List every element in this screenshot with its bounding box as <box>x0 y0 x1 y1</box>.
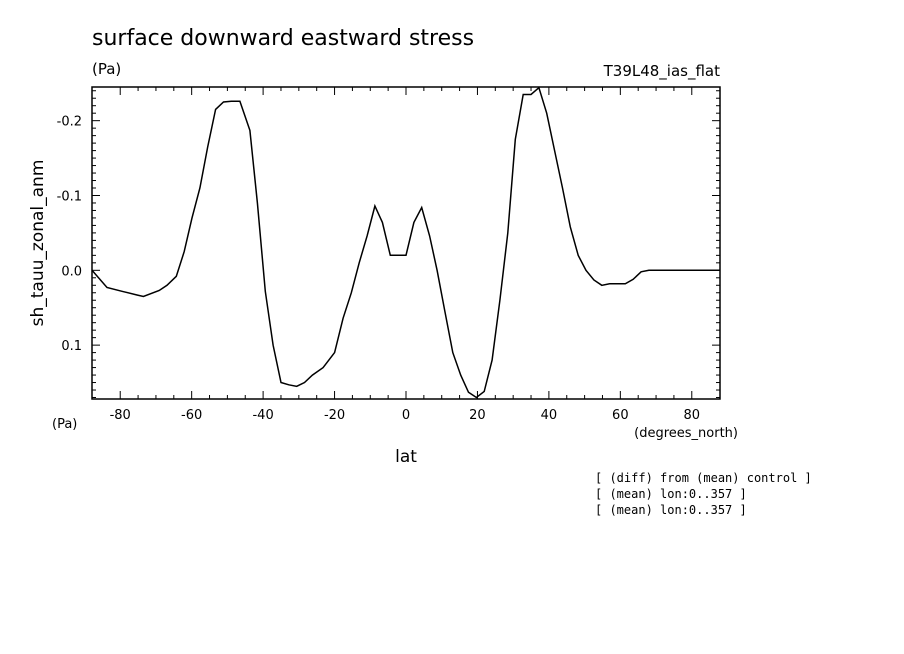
x-tick-label: -80 <box>110 408 131 423</box>
note-line: [ (mean) lon:0..357 ] <box>595 487 747 501</box>
y-axis-units: (Pa) <box>52 417 77 432</box>
note-line: [ (mean) lon:0..357 ] <box>595 503 747 517</box>
x-tick-label: -20 <box>324 408 345 423</box>
series-line <box>91 86 720 399</box>
y-tick-label: -0.2 <box>57 115 82 130</box>
note-line: [ (diff) from (mean) control ] <box>595 471 812 485</box>
x-axis: -80 -60 -40 -20 0 20 40 60 80 <box>110 87 700 423</box>
units-label: (Pa) <box>92 60 121 78</box>
x-tick-label: 60 <box>612 408 629 423</box>
x-tick-label: 40 <box>541 408 558 423</box>
y-tick-label: 0.0 <box>61 264 82 279</box>
experiment-label: T39L48_ias_flat <box>603 62 721 81</box>
y-axis: -0.2 -0.1 0.0 0.1 <box>57 90 720 399</box>
x-axis-units: (degrees_north) <box>634 426 738 441</box>
x-axis-label: lat <box>395 447 417 467</box>
x-tick-label: -60 <box>181 408 202 423</box>
x-tick-label: 20 <box>469 408 486 423</box>
y-axis-label: sh_tauu_zonal_anm <box>28 160 48 327</box>
x-tick-label: 80 <box>684 408 701 423</box>
x-tick-label: -40 <box>252 408 273 423</box>
y-tick-label: -0.1 <box>57 189 82 204</box>
x-tick-label: 0 <box>402 408 410 423</box>
y-tick-label: 0.1 <box>61 339 82 354</box>
chart-title: surface downward eastward stress <box>92 26 474 51</box>
